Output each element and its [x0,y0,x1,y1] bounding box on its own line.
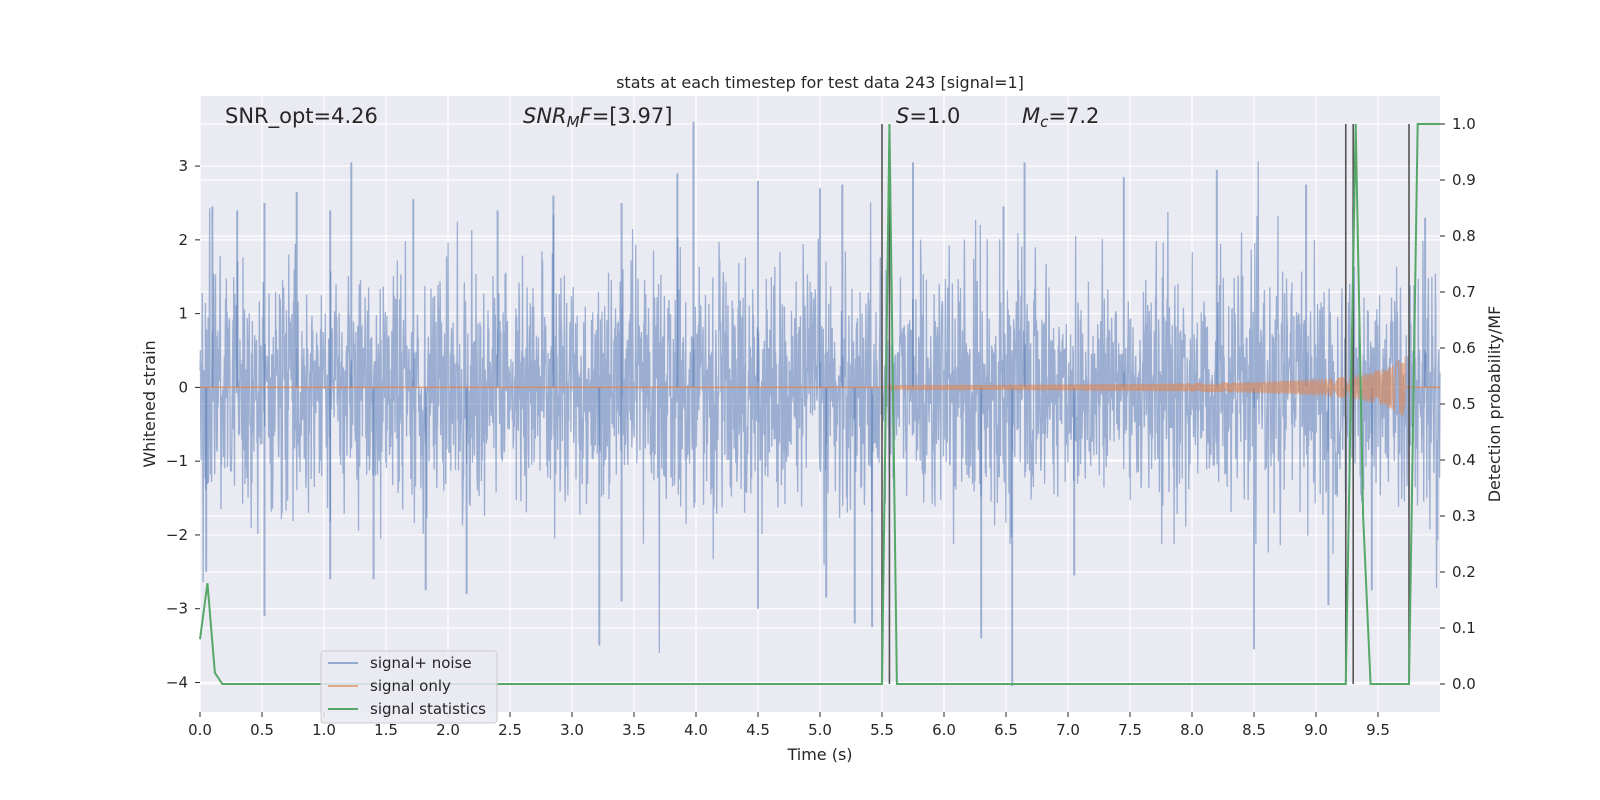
x-tick-label: 7.0 [1056,721,1080,739]
x-tick-label: 3.0 [560,721,584,739]
x-tick-label: 3.5 [622,721,646,739]
y-right-tick-label: 0.3 [1452,507,1476,525]
left-y-axis-label: Whitened strain [140,340,159,467]
y-right-tick-label: 1.0 [1452,115,1476,133]
mc-symbol: M [1022,104,1040,128]
signal-noise-series [199,121,1441,687]
annotation-mc: Mc=7.2 [1022,104,1099,131]
snr-mf-symbol-tail: F [580,104,593,128]
x-tick-label: 9.5 [1366,721,1390,739]
x-axis-label: Time (s) [786,745,852,764]
y-right-tick-label: 0.2 [1452,563,1476,581]
y-left-tick-label: −1 [166,452,188,470]
mc-value: =7.2 [1048,104,1099,128]
signal-noise-spikes [205,121,1427,687]
annotation-s: S=1.0 [896,104,960,128]
y-right-tick-label: 0.4 [1452,451,1476,469]
legend-label-signal-only: signal only [370,677,451,695]
signal-statistics-series [199,123,1440,685]
y-left-tick-label: −2 [166,526,188,544]
legend-label-signal-statistics: signal statistics [370,700,486,718]
y-right-tick-label: 0.1 [1452,619,1476,637]
x-tick-label: 5.0 [808,721,832,739]
signal-only-chirp [881,356,1406,417]
legend: signal+ noise signal only signal statist… [320,650,498,724]
x-tick-label: 4.5 [746,721,770,739]
y-right-tick-label: 0.0 [1452,675,1476,693]
x-tick-label: 1.0 [312,721,336,739]
y-left-tick-label: 2 [178,231,188,249]
x-tick-label: 1.5 [374,721,398,739]
y-right-tick-label: 0.7 [1452,283,1476,301]
snr-mf-symbol: SNR [523,104,567,128]
y-right-tick-label: 0.9 [1452,171,1476,189]
x-tick-label: 6.0 [932,721,956,739]
x-tick-label: 5.5 [870,721,894,739]
y-right-tick-label: 0.5 [1452,395,1476,413]
chart-title: stats at each timestep for test data 243… [616,73,1024,92]
annotation-snr-mf: SNRMF=[3.97] [523,104,672,131]
signal-noise-line [199,161,1441,653]
signal-only-series [200,356,1440,417]
x-tick-label: 7.5 [1118,721,1142,739]
y-left-tick-label: 3 [178,157,188,175]
y-left-tick-label: −4 [166,673,188,691]
x-tick-label: 2.0 [436,721,460,739]
x-tick-label: 0.5 [250,721,274,739]
mc-subscript: c [1040,113,1049,131]
y-left-tick-label: 0 [178,378,188,396]
y-left-tick-label: 1 [178,305,188,323]
y-right-tick-label: 0.6 [1452,339,1476,357]
x-tick-label: 9.0 [1304,721,1328,739]
right-y-axis-label: Detection probability/MF [1485,306,1504,503]
x-tick-label: 8.0 [1180,721,1204,739]
legend-box [320,650,498,724]
snr-mf-subscript: M [567,113,580,131]
x-tick-label: 4.0 [684,721,708,739]
x-tick-label: 2.5 [498,721,522,739]
x-tick-label: 6.5 [994,721,1018,739]
s-symbol: S [896,104,909,128]
x-tick-label: 8.5 [1242,721,1266,739]
signal-statistics-line [199,123,1440,685]
s-value: =1.0 [909,104,960,128]
y-right-tick-label: 0.8 [1452,227,1476,245]
tick-layer: 0.0 0.5 1.0 1.5 2.0 2.5 3.0 3.5 4.0 4.5 5.0 5.5 6.0 6… [166,115,1476,739]
snr-mf-value: =[3.97] [592,104,673,128]
annotation-snr-opt: SNR_opt=4.26 [225,104,378,129]
legend-label-signal-noise: signal+ noise [370,654,472,672]
x-tick-label: 0.0 [188,721,212,739]
y-left-tick-label: −3 [166,600,188,618]
